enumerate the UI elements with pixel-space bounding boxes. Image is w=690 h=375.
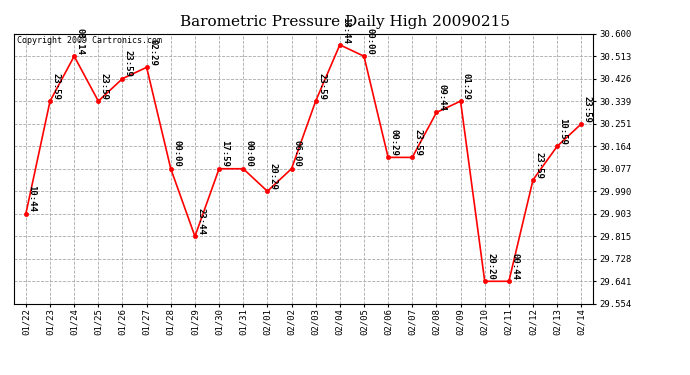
Text: 23:59: 23:59	[100, 73, 109, 100]
Text: 00:00: 00:00	[245, 141, 254, 167]
Text: 17:59: 17:59	[221, 141, 230, 167]
Text: 00:00: 00:00	[172, 141, 181, 167]
Text: 23:59: 23:59	[535, 152, 544, 178]
Text: 10:44: 10:44	[28, 185, 37, 212]
Text: 00:44: 00:44	[511, 253, 520, 280]
Text: Barometric Pressure Daily High 20090215: Barometric Pressure Daily High 20090215	[180, 15, 510, 29]
Text: 08:14: 08:14	[76, 28, 85, 55]
Text: 23:59: 23:59	[583, 96, 592, 123]
Text: 00:29: 00:29	[390, 129, 399, 156]
Text: 23:59: 23:59	[52, 73, 61, 100]
Text: 10:59: 10:59	[559, 118, 568, 145]
Text: 23:59: 23:59	[414, 129, 423, 156]
Text: 06:00: 06:00	[293, 141, 302, 167]
Text: 02:29: 02:29	[148, 39, 157, 66]
Text: 18:44: 18:44	[342, 16, 351, 44]
Text: 00:00: 00:00	[366, 28, 375, 55]
Text: 09:44: 09:44	[438, 84, 447, 111]
Text: 23:59: 23:59	[317, 73, 326, 100]
Text: 20:20: 20:20	[486, 253, 495, 280]
Text: 23:44: 23:44	[197, 208, 206, 235]
Text: 20:29: 20:29	[269, 163, 278, 190]
Text: 23:59: 23:59	[124, 50, 133, 77]
Text: 01:29: 01:29	[462, 73, 471, 100]
Text: Copyright 2009 Cartronics.com: Copyright 2009 Cartronics.com	[17, 36, 161, 45]
